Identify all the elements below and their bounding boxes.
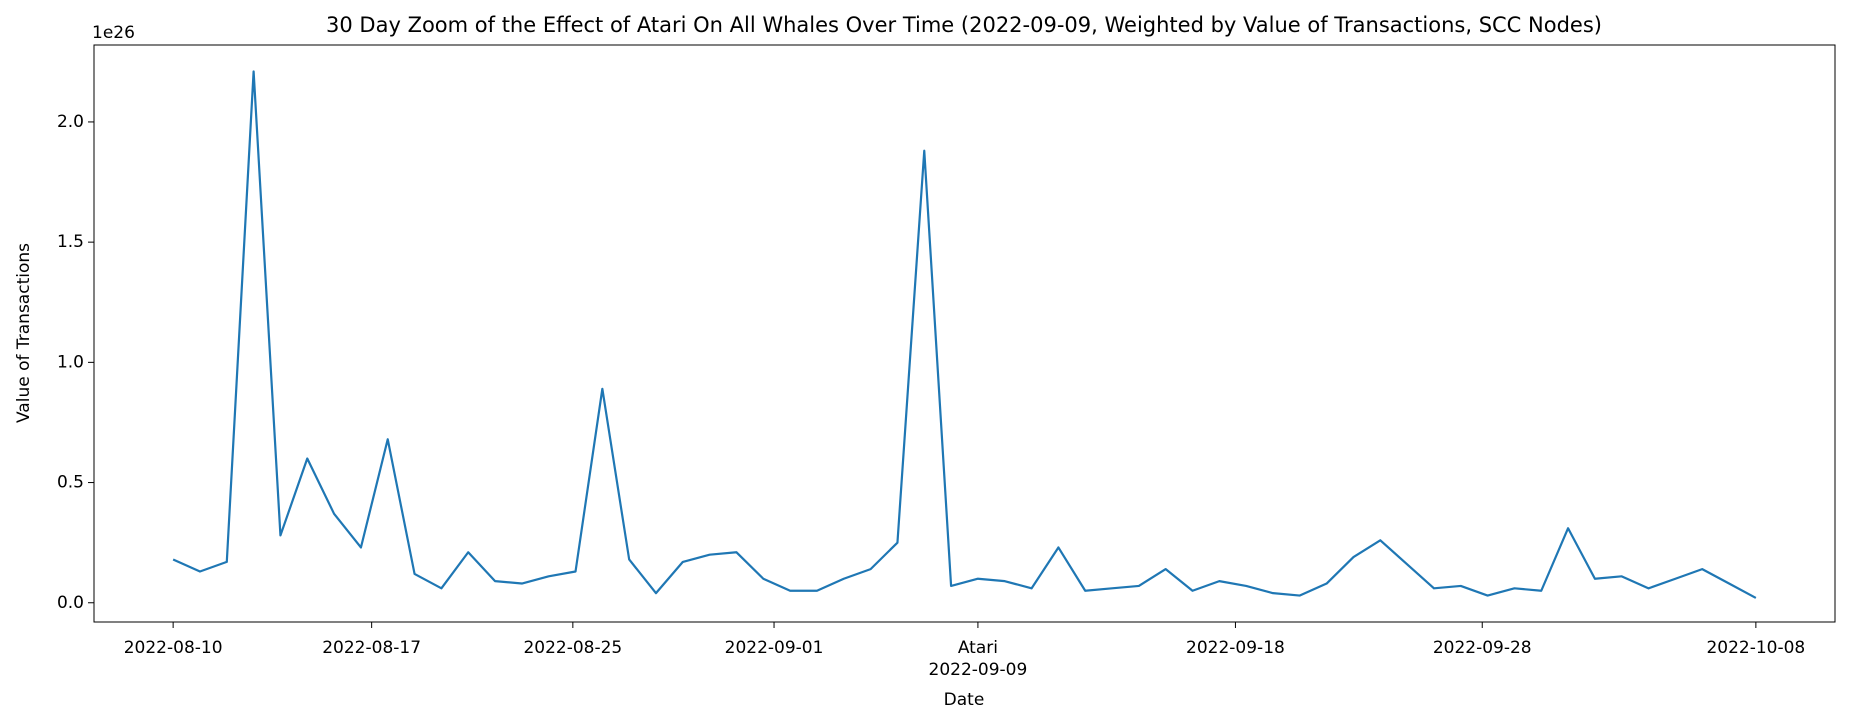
chart-title: 30 Day Zoom of the Effect of Atari On Al…	[326, 13, 1602, 37]
plot-frame	[93, 44, 1836, 623]
event-date-label: 2022-09-09	[929, 660, 1028, 680]
y-tick-label: 2.0	[57, 112, 84, 132]
x-tick-label: 2022-08-10	[124, 638, 223, 658]
x-tick-label: 2022-09-28	[1433, 638, 1532, 658]
y-offset-label: 1e26	[92, 23, 135, 43]
x-tick-label: 2022-10-08	[1706, 638, 1805, 658]
x-axis-label: Date	[944, 690, 985, 710]
y-tick-label: 0.0	[57, 593, 84, 613]
x-tick-label: Atari	[958, 638, 998, 658]
data-line	[172, 70, 1757, 599]
y-tick-label: 0.5	[57, 473, 84, 493]
y-tick-label: 1.0	[57, 352, 84, 372]
y-axis-label: Value of Transactions	[14, 243, 34, 423]
x-tick-label: 2022-09-18	[1186, 638, 1285, 658]
x-tick-label: 2022-08-17	[322, 638, 421, 658]
x-tick-label: 2022-08-25	[523, 638, 622, 658]
x-tick-label: 2022-09-01	[725, 638, 824, 658]
y-tick-label: 1.5	[57, 232, 84, 252]
